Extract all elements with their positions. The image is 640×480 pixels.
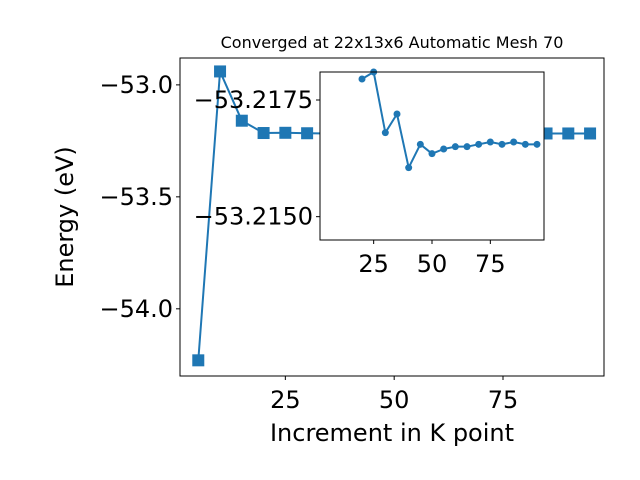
main-data-point — [235, 114, 248, 127]
inset-data-point — [393, 110, 401, 118]
main-data-point — [301, 127, 314, 140]
inset-y-axis: −53.2175 −53.2150 — [194, 86, 320, 231]
inset-data-point — [451, 143, 459, 151]
inset-y-tick-label: −53.2150 — [194, 203, 313, 231]
main-plot-frame — [179, 57, 605, 377]
x-axis-label: Increment in K point — [270, 419, 514, 447]
main-y-tick-label: −53.0 — [99, 71, 173, 99]
inset-data-point — [486, 138, 494, 146]
inset-x-tick-label: 50 — [417, 250, 448, 278]
inset-data-point — [498, 140, 506, 148]
inset-series-line — [361, 71, 537, 169]
main-data-point — [257, 127, 270, 140]
inset-series — [358, 68, 541, 172]
inset-x-axis: 25 50 75 — [358, 240, 506, 278]
main-data-point — [562, 127, 575, 140]
inset-data-point — [358, 75, 366, 83]
inset-data-point — [475, 140, 483, 148]
inset-x-tick-label: 25 — [358, 250, 389, 278]
inset-data-point — [463, 143, 471, 151]
main-data-point — [214, 65, 227, 78]
inset-data-point — [416, 140, 424, 148]
inset-frame — [319, 71, 545, 241]
inset-x-tick-label: 75 — [475, 250, 506, 278]
main-x-tick-label: 25 — [270, 386, 301, 414]
main-y-tick-label: −53.5 — [99, 183, 173, 211]
inset-data-point — [440, 145, 448, 153]
main-data-point — [279, 126, 292, 139]
inset-data-point — [510, 138, 518, 146]
main-data-point — [584, 127, 597, 140]
inset-data-point — [521, 140, 529, 148]
inset-plot: −53.2175 −53.2150 25 50 75 — [194, 68, 545, 278]
y-axis-label: Energy (eV) — [51, 146, 79, 288]
inset-data-point — [533, 140, 541, 148]
inset-data-point — [428, 150, 436, 158]
chart-title: Converged at 22x13x6 Automatic Mesh 70 — [221, 33, 564, 52]
inset-y-tick-label: −53.2175 — [194, 86, 313, 114]
main-data-point — [192, 354, 205, 367]
main-x-tick-label: 50 — [379, 386, 410, 414]
main-y-axis: −53.0 −53.5 −54.0 — [99, 71, 180, 323]
main-x-axis: 25 50 75 — [270, 376, 518, 414]
inset-data-point — [405, 164, 413, 172]
main-x-tick-label: 75 — [488, 386, 519, 414]
inset-data-point — [381, 129, 389, 137]
main-y-tick-label: −54.0 — [99, 295, 173, 323]
